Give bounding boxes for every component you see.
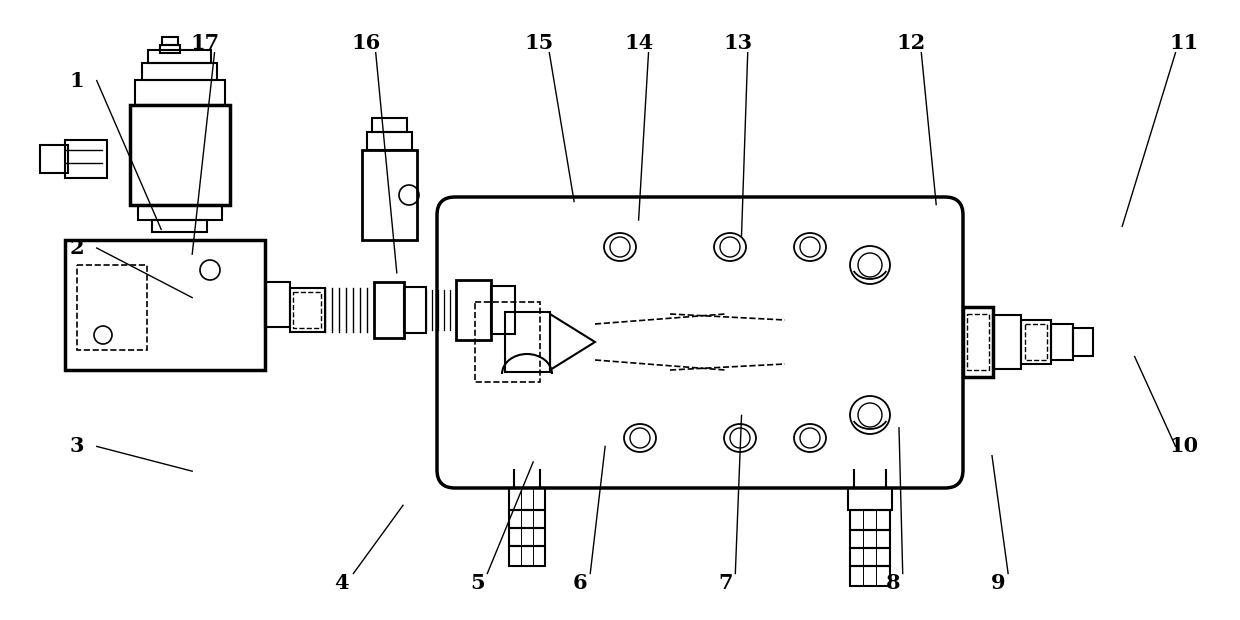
Text: 7: 7 — [718, 573, 733, 593]
Bar — [508, 510, 546, 528]
Bar — [849, 530, 890, 548]
Bar — [508, 546, 546, 566]
Bar — [508, 528, 546, 546]
Text: 3: 3 — [69, 436, 84, 456]
Bar — [265, 282, 290, 327]
Bar — [505, 312, 551, 372]
Bar — [290, 288, 325, 332]
Bar — [508, 488, 546, 510]
Text: 5: 5 — [470, 573, 485, 593]
Bar — [1025, 324, 1047, 360]
Bar — [160, 45, 180, 53]
Bar — [849, 566, 890, 586]
Text: 2: 2 — [69, 238, 84, 258]
Bar — [1021, 320, 1052, 364]
Bar — [367, 132, 412, 150]
Text: 17: 17 — [190, 33, 219, 53]
Text: 14: 14 — [624, 33, 653, 53]
Bar — [148, 50, 211, 63]
Text: 10: 10 — [1169, 436, 1199, 456]
Bar — [143, 63, 217, 80]
Bar — [963, 307, 993, 377]
Text: 9: 9 — [991, 573, 1006, 593]
Bar — [130, 105, 229, 205]
Bar — [135, 80, 224, 105]
Bar — [374, 282, 404, 338]
Bar — [848, 488, 892, 510]
Text: 4: 4 — [334, 573, 348, 593]
Text: 13: 13 — [723, 33, 753, 53]
Bar — [1052, 324, 1073, 360]
Text: 8: 8 — [885, 573, 900, 593]
Bar — [372, 118, 407, 132]
Bar — [475, 302, 539, 382]
Bar — [456, 280, 491, 340]
Bar — [40, 145, 68, 173]
Bar — [491, 286, 515, 334]
Bar — [1073, 328, 1092, 356]
Text: 1: 1 — [69, 71, 84, 91]
Bar — [64, 140, 107, 178]
Bar — [967, 314, 990, 370]
Bar — [849, 510, 890, 530]
Text: 12: 12 — [897, 33, 926, 53]
Bar — [64, 240, 265, 370]
Text: 6: 6 — [573, 573, 588, 593]
Bar — [153, 220, 207, 232]
Bar — [138, 205, 222, 220]
Bar — [362, 150, 417, 240]
Text: 15: 15 — [525, 33, 554, 53]
Bar — [404, 287, 427, 333]
Bar — [162, 37, 179, 45]
Bar — [77, 265, 148, 350]
Text: 16: 16 — [351, 33, 381, 53]
Bar — [993, 315, 1021, 369]
Bar — [849, 548, 890, 566]
Text: 11: 11 — [1169, 33, 1199, 53]
Bar — [293, 292, 321, 328]
